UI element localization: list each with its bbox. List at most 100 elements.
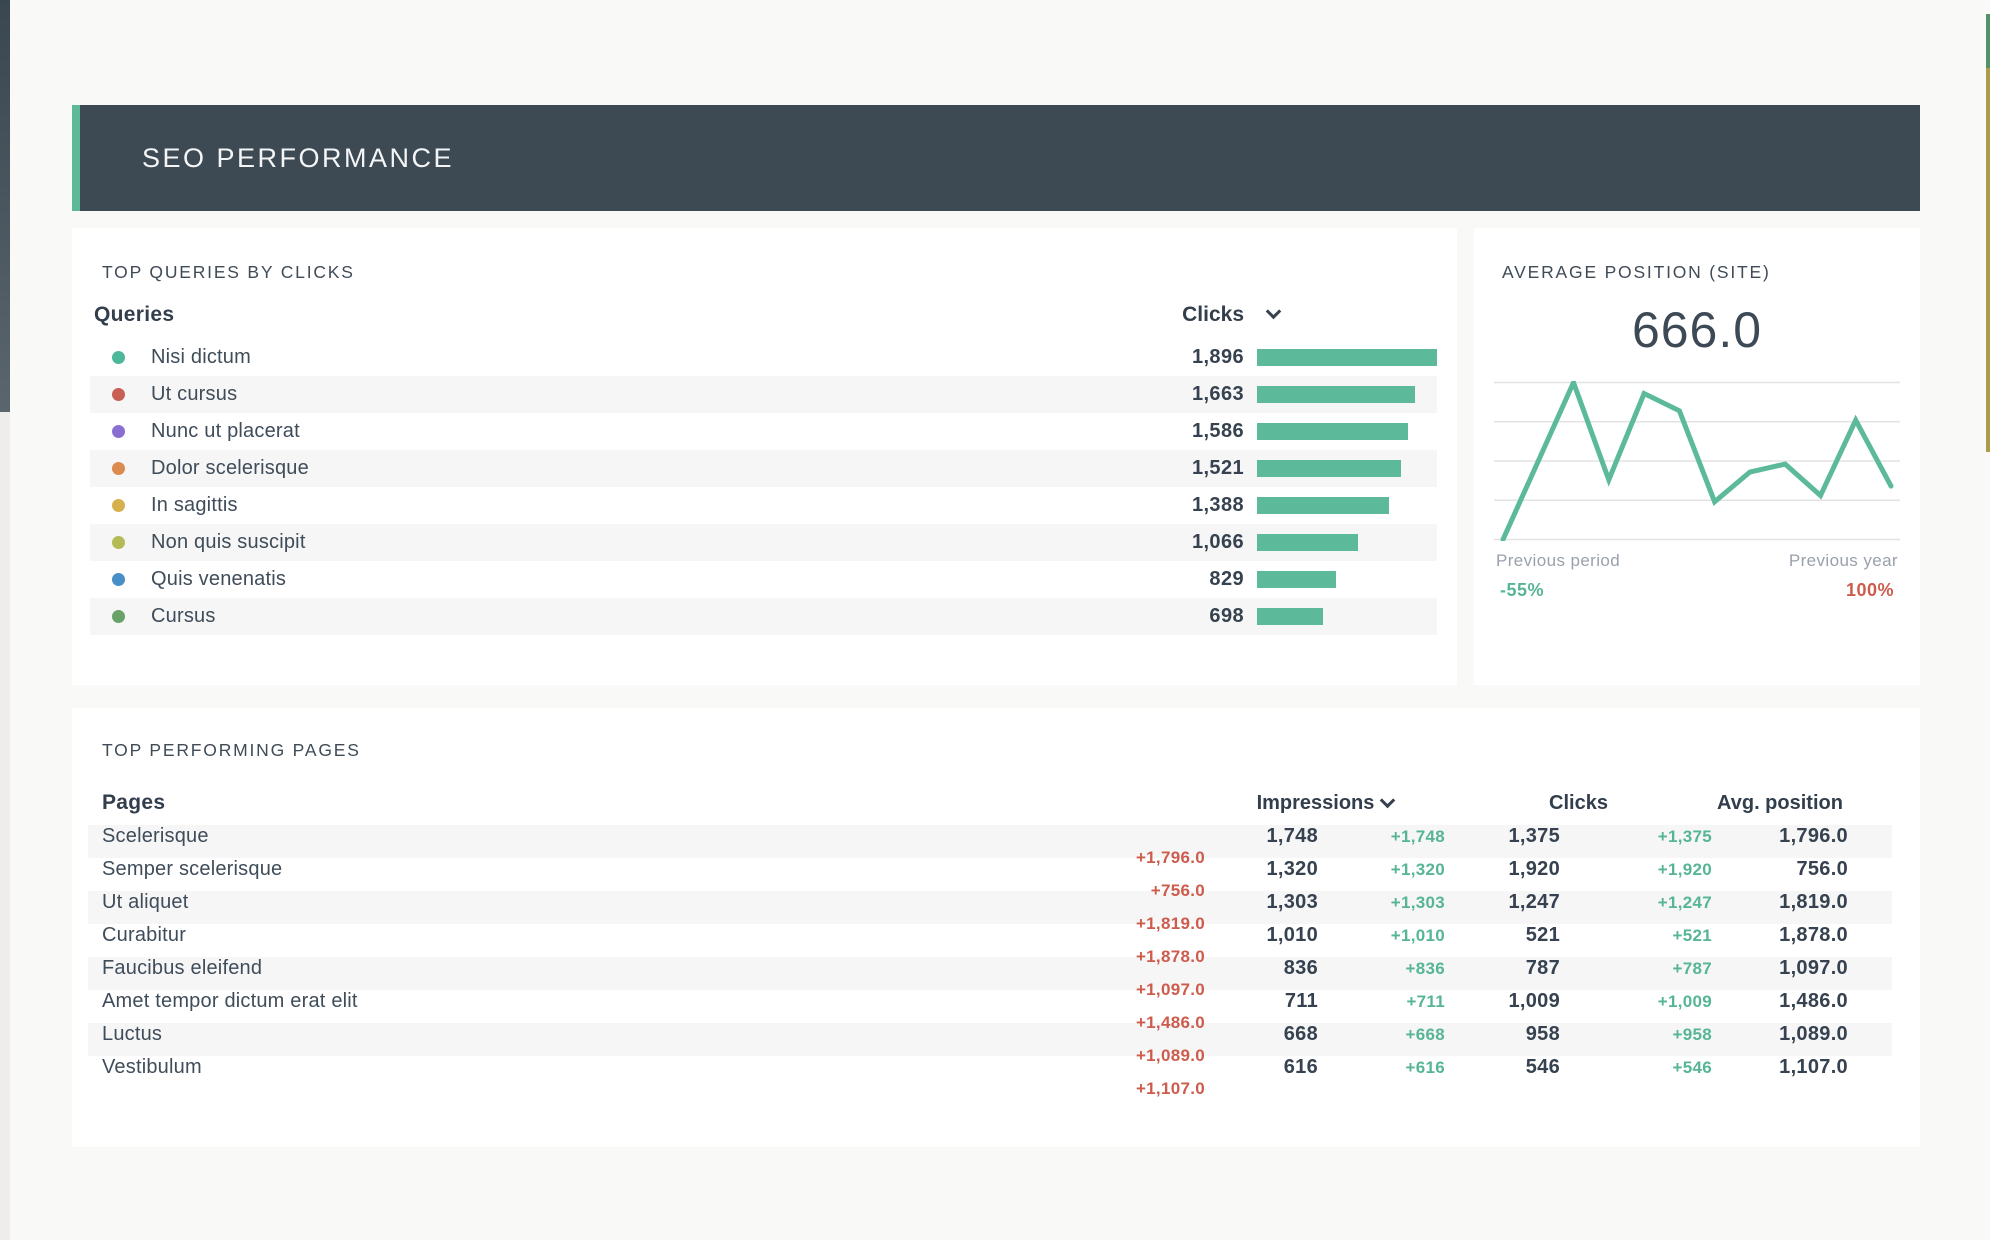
pages-column-header: Pages bbox=[102, 791, 166, 814]
page-row: Curabitur 1,010 +1,010 521 +521 1,878.0 … bbox=[88, 924, 1892, 966]
query-row: Nunc ut placerat 1,586 bbox=[90, 413, 1437, 450]
previous-year-delta: 100% bbox=[1845, 580, 1894, 600]
query-color-dot-icon bbox=[112, 388, 125, 401]
avg-position-value: 1,796.0 bbox=[1779, 825, 1848, 847]
impressions-value: 616 bbox=[1283, 1056, 1318, 1078]
clicks-value: 1,375 bbox=[1508, 825, 1560, 847]
impressions-delta: +1,303 bbox=[1390, 892, 1445, 912]
query-clicks-value: 1,663 bbox=[1191, 383, 1244, 405]
clicks-value: 958 bbox=[1525, 1023, 1560, 1045]
pages-table: Pages Impressions Clicks Avg. position S… bbox=[88, 781, 1892, 1098]
page-name: Scelerisque bbox=[102, 825, 209, 847]
query-clicks-value: 698 bbox=[1209, 605, 1244, 627]
query-label: Cursus bbox=[151, 605, 216, 627]
query-color-dot-icon bbox=[112, 536, 125, 549]
avg-position-column-header[interactable]: Avg. position bbox=[1717, 791, 1843, 814]
impressions-value: 836 bbox=[1283, 957, 1318, 979]
queries-header-row: Queries Clicks bbox=[90, 295, 1437, 335]
clicks-value: 1,009 bbox=[1508, 990, 1560, 1012]
query-clicks-bar bbox=[1257, 423, 1408, 440]
page-row: Faucibus eleifend 836 +836 787 +787 1,09… bbox=[88, 957, 1892, 999]
top-queries-panel: TOP QUERIES BY CLICKS Queries Clicks Nis… bbox=[72, 228, 1457, 685]
impressions-value: 668 bbox=[1283, 1023, 1318, 1045]
query-label: In sagittis bbox=[151, 494, 238, 516]
impressions-delta: +836 bbox=[1405, 958, 1445, 978]
clicks-delta: +787 bbox=[1672, 958, 1712, 978]
background-window-right-edge bbox=[1986, 68, 1990, 452]
query-clicks-bar bbox=[1257, 349, 1437, 366]
page-name: Curabitur bbox=[102, 924, 187, 946]
query-row: Cursus 698 bbox=[90, 598, 1437, 635]
clicks-sort-header[interactable]: Clicks bbox=[1182, 303, 1244, 326]
query-clicks-value: 1,521 bbox=[1191, 457, 1244, 479]
impressions-value: 1,010 bbox=[1266, 924, 1318, 946]
impressions-sort-header[interactable]: Impressions bbox=[1205, 792, 1445, 815]
avg-position-delta: +756.0 bbox=[1150, 881, 1205, 900]
background-window-right-edge-top bbox=[1986, 14, 1990, 68]
chevron-down-icon[interactable] bbox=[1265, 303, 1282, 319]
query-clicks-bar bbox=[1257, 534, 1358, 551]
page-name: Vestibulum bbox=[102, 1056, 202, 1078]
page-row: Ut aliquet 1,303 +1,303 1,247 +1,247 1,8… bbox=[88, 891, 1892, 933]
pages-table-header: Pages Impressions Clicks Avg. position bbox=[88, 781, 1892, 825]
clicks-delta: +521 bbox=[1672, 925, 1712, 945]
page-name: Semper scelerisque bbox=[102, 858, 283, 880]
clicks-value: 1,247 bbox=[1508, 891, 1560, 913]
query-clicks-bar bbox=[1257, 608, 1323, 625]
query-color-dot-icon bbox=[112, 351, 125, 364]
top-pages-title: TOP PERFORMING PAGES bbox=[102, 740, 361, 760]
clicks-value: 546 bbox=[1525, 1056, 1560, 1078]
query-label: Non quis suscipit bbox=[151, 531, 306, 553]
average-position-sparkline bbox=[1494, 381, 1900, 541]
query-row: Non quis suscipit 1,066 bbox=[90, 524, 1437, 561]
page-name: Amet tempor dictum erat elit bbox=[102, 990, 358, 1012]
impressions-delta: +1,320 bbox=[1390, 859, 1445, 879]
queries-list: Nisi dictum 1,896 Ut cursus 1,663 Nunc u… bbox=[90, 339, 1437, 635]
clicks-delta: +958 bbox=[1672, 1024, 1712, 1044]
query-row: In sagittis 1,388 bbox=[90, 487, 1437, 524]
query-label: Dolor scelerisque bbox=[151, 457, 309, 479]
query-row: Nisi dictum 1,896 bbox=[90, 339, 1437, 376]
avg-position-value: 1,878.0 bbox=[1779, 924, 1848, 946]
query-row: Dolor scelerisque 1,521 bbox=[90, 450, 1437, 487]
avg-position-delta: +1,796.0 bbox=[1135, 848, 1205, 867]
query-clicks-value: 1,066 bbox=[1191, 531, 1244, 553]
impressions-delta: +616 bbox=[1405, 1057, 1445, 1077]
query-clicks-value: 1,586 bbox=[1191, 420, 1244, 442]
average-position-panel: AVERAGE POSITION (SITE) 666.0 Previous p… bbox=[1474, 228, 1920, 685]
avg-position-delta: +1,819.0 bbox=[1135, 914, 1205, 933]
previous-period-label: Previous period bbox=[1496, 551, 1621, 570]
chevron-down-icon bbox=[1380, 792, 1396, 808]
page-row: Vestibulum 616 +616 546 +546 1,107.0 +1,… bbox=[88, 1056, 1892, 1098]
clicks-value: 521 bbox=[1525, 924, 1560, 946]
query-label: Quis venenatis bbox=[151, 568, 287, 590]
clicks-delta: +1,247 bbox=[1657, 892, 1712, 912]
query-clicks-bar bbox=[1257, 460, 1401, 477]
avg-position-value: 1,486.0 bbox=[1779, 990, 1848, 1012]
impressions-delta: +711 bbox=[1406, 991, 1445, 1011]
query-label: Ut cursus bbox=[151, 383, 238, 405]
query-label: Nisi dictum bbox=[151, 346, 251, 368]
top-pages-panel: TOP PERFORMING PAGES Pages Impressions C… bbox=[72, 708, 1920, 1147]
background-window-left-edge bbox=[0, 0, 10, 412]
impressions-delta: +668 bbox=[1405, 1024, 1445, 1044]
avg-position-value: 1,107.0 bbox=[1779, 1056, 1848, 1078]
query-clicks-bar bbox=[1257, 386, 1415, 403]
query-color-dot-icon bbox=[112, 462, 125, 475]
query-row: Ut cursus 1,663 bbox=[90, 376, 1437, 413]
top-queries-title: TOP QUERIES BY CLICKS bbox=[102, 262, 355, 282]
avg-position-delta: +1,486.0 bbox=[1135, 1013, 1205, 1032]
query-color-dot-icon bbox=[112, 425, 125, 438]
query-clicks-value: 1,388 bbox=[1191, 494, 1244, 516]
avg-position-delta: +1,089.0 bbox=[1135, 1046, 1205, 1065]
clicks-column-header[interactable]: Clicks bbox=[1549, 791, 1608, 814]
query-clicks-value: 1,896 bbox=[1191, 346, 1244, 368]
page-title: SEO PERFORMANCE bbox=[142, 142, 455, 173]
query-color-dot-icon bbox=[112, 499, 125, 512]
query-color-dot-icon bbox=[112, 610, 125, 623]
background-window-left-edge-lower bbox=[0, 412, 10, 1240]
impressions-value: 1,320 bbox=[1266, 858, 1318, 880]
query-clicks-bar bbox=[1257, 571, 1336, 588]
clicks-value: 787 bbox=[1525, 957, 1560, 979]
pages-table-body: Scelerisque 1,748 +1,748 1,375 +1,375 1,… bbox=[88, 825, 1892, 1098]
